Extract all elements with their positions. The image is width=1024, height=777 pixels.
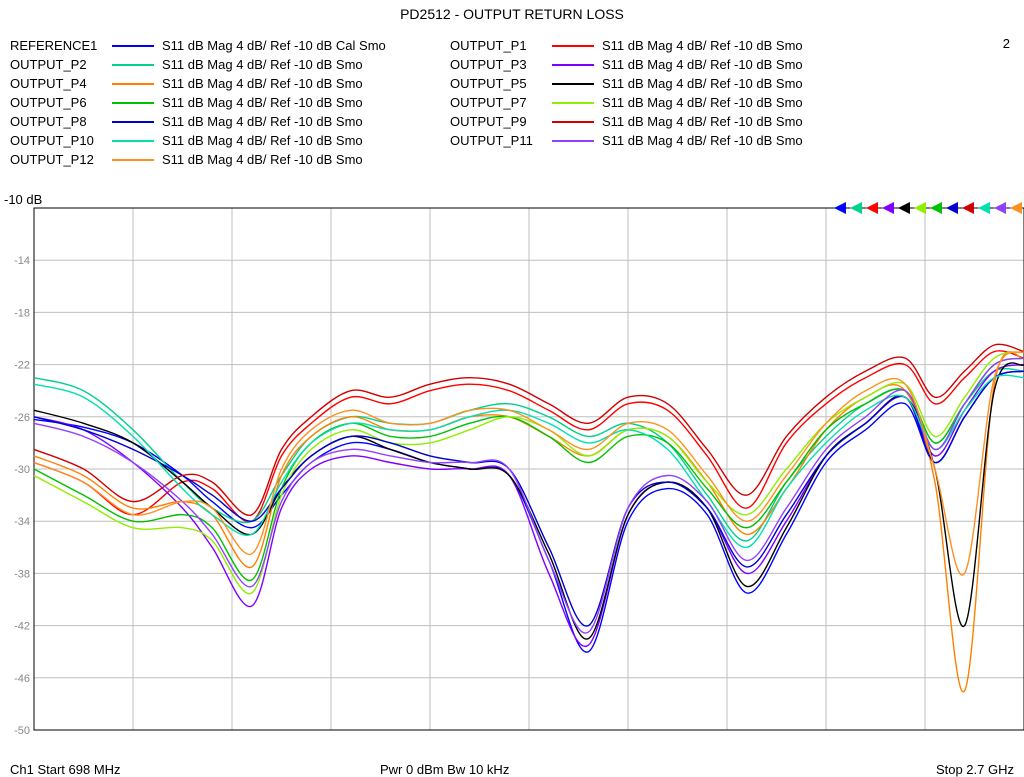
svg-text:-42: -42 — [14, 621, 30, 633]
legend-trace-desc: S11 dB Mag 4 dB/ Ref -10 dB Smo — [602, 74, 803, 93]
legend-swatch — [112, 102, 154, 104]
legend-trace-desc: S11 dB Mag 4 dB/ Ref -10 dB Smo — [162, 74, 363, 93]
legend-trace-name: OUTPUT_P5 — [450, 74, 552, 93]
legend-trace-desc: S11 dB Mag 4 dB/ Ref -10 dB Smo — [162, 150, 363, 169]
legend-swatch — [112, 64, 154, 66]
legend-trace-name: OUTPUT_P9 — [450, 112, 552, 131]
legend-entry: OUTPUT_P5 S11 dB Mag 4 dB/ Ref -10 dB Smo — [450, 74, 890, 93]
legend-entry: OUTPUT_P1 S11 dB Mag 4 dB/ Ref -10 dB Smo — [450, 36, 890, 55]
legend-trace-desc: S11 dB Mag 4 dB/ Ref -10 dB Cal Smo — [162, 36, 386, 55]
legend-swatch — [552, 121, 594, 123]
legend-entry: OUTPUT_P4 S11 dB Mag 4 dB/ Ref -10 dB Smo — [10, 74, 450, 93]
legend-trace-name: OUTPUT_P6 — [10, 93, 112, 112]
legend-trace-name: OUTPUT_P7 — [450, 93, 552, 112]
legend-entry: OUTPUT_P12 S11 dB Mag 4 dB/ Ref -10 dB Sm… — [10, 150, 450, 169]
legend-entry: OUTPUT_P10 S11 dB Mag 4 dB/ Ref -10 dB Sm… — [10, 131, 450, 150]
svg-text:-30: -30 — [14, 464, 30, 476]
legend-swatch — [112, 121, 154, 123]
legend-entry: REFERENCE1 S11 dB Mag 4 dB/ Ref -10 dB Ca… — [10, 36, 450, 55]
legend-trace-name: OUTPUT_P2 — [10, 55, 112, 74]
legend-trace-name: OUTPUT_P10 — [10, 131, 112, 150]
stop-freq-label: Stop 2.7 GHz — [936, 762, 1014, 777]
legend-swatch — [552, 140, 594, 142]
legend-trace-name: OUTPUT_P3 — [450, 55, 552, 74]
svg-text:-14: -14 — [14, 255, 30, 267]
legend-trace-name: REFERENCE1 — [10, 36, 112, 55]
legend-entry: OUTPUT_P11 S11 dB Mag 4 dB/ Ref -10 dB Sm… — [450, 131, 890, 150]
legend-entry: OUTPUT_P6 S11 dB Mag 4 dB/ Ref -10 dB Smo — [10, 93, 450, 112]
legend-swatch — [112, 159, 154, 161]
legend-trace-desc: S11 dB Mag 4 dB/ Ref -10 dB Smo — [602, 55, 803, 74]
svg-text:-38: -38 — [14, 568, 30, 580]
legend-trace-desc: S11 dB Mag 4 dB/ Ref -10 dB Smo — [162, 112, 363, 131]
legend-entry: OUTPUT_P9 S11 dB Mag 4 dB/ Ref -10 dB Smo — [450, 112, 890, 131]
legend-trace-desc: S11 dB Mag 4 dB/ Ref -10 dB Smo — [162, 131, 363, 150]
svg-text:-22: -22 — [14, 360, 30, 372]
legend-trace-desc: S11 dB Mag 4 dB/ Ref -10 dB Smo — [162, 93, 363, 112]
legend-trace-desc: S11 dB Mag 4 dB/ Ref -10 dB Smo — [162, 55, 363, 74]
power-bw-label: Pwr 0 dBm Bw 10 kHz — [380, 762, 509, 777]
svg-text:-18: -18 — [14, 307, 30, 319]
legend-trace-name: OUTPUT_P4 — [10, 74, 112, 93]
legend-trace-name: OUTPUT_P11 — [450, 131, 552, 150]
legend-trace-desc: S11 dB Mag 4 dB/ Ref -10 dB Smo — [602, 36, 803, 55]
svg-text:-34: -34 — [14, 516, 30, 528]
legend-entry: OUTPUT_P7 S11 dB Mag 4 dB/ Ref -10 dB Smo — [450, 93, 890, 112]
legend-entry: OUTPUT_P3 S11 dB Mag 4 dB/ Ref -10 dB Smo — [450, 55, 890, 74]
legend-swatch — [552, 64, 594, 66]
chart-title: PD2512 - OUTPUT RETURN LOSS — [0, 6, 1024, 22]
svg-text:-50: -50 — [14, 725, 30, 734]
legend-entry: OUTPUT_P2 S11 dB Mag 4 dB/ Ref -10 dB Smo — [10, 55, 450, 74]
legend: REFERENCE1 S11 dB Mag 4 dB/ Ref -10 dB Ca… — [10, 36, 1014, 169]
legend-trace-name: OUTPUT_P12 — [10, 150, 112, 169]
chart-plot: -14 -18 -22 -26 -30 -34 -38 -42 -46 -50 — [0, 194, 1024, 734]
legend-trace-desc: S11 dB Mag 4 dB/ Ref -10 dB Smo — [602, 131, 803, 150]
svg-text:-46: -46 — [14, 673, 30, 685]
legend-trace-name: OUTPUT_P8 — [10, 112, 112, 131]
legend-trace-desc: S11 dB Mag 4 dB/ Ref -10 dB Smo — [602, 112, 803, 131]
legend-swatch — [112, 83, 154, 85]
legend-swatch — [112, 140, 154, 142]
legend-swatch — [552, 45, 594, 47]
start-freq-label: Ch1 Start 698 MHz — [10, 762, 121, 777]
legend-entry: OUTPUT_P8 S11 dB Mag 4 dB/ Ref -10 dB Smo — [10, 112, 450, 131]
legend-swatch — [552, 83, 594, 85]
legend-swatch — [112, 45, 154, 47]
legend-swatch — [552, 102, 594, 104]
legend-trace-desc: S11 dB Mag 4 dB/ Ref -10 dB Smo — [602, 93, 803, 112]
svg-text:-26: -26 — [14, 412, 30, 424]
legend-trace-name: OUTPUT_P1 — [450, 36, 552, 55]
